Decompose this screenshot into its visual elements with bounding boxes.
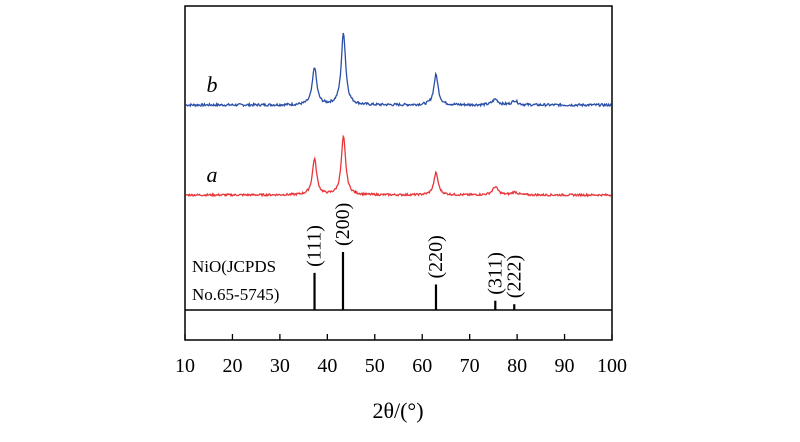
reference-label-line-2: No.65-5745) bbox=[192, 285, 279, 304]
reference-hkl-label-0: (111) bbox=[304, 225, 326, 267]
x-tick-label-5: 60 bbox=[412, 355, 432, 377]
reference-hkl-label-2: (220) bbox=[425, 235, 447, 278]
x-axis-label: 2θ/(°) bbox=[372, 398, 423, 423]
series-b-line bbox=[185, 32, 612, 108]
x-tick-label-8: 90 bbox=[555, 355, 575, 377]
reference-hkl-label-1: (200) bbox=[332, 203, 354, 246]
series-a-label: a bbox=[207, 162, 218, 187]
series-a-line bbox=[185, 134, 612, 198]
x-tick-label-3: 40 bbox=[317, 355, 337, 377]
reference-layer: (111) (200) (220) (311)(222) bbox=[304, 203, 525, 310]
series-b-label: b bbox=[207, 72, 218, 97]
x-axis: 10 20 30 40 50 60 70 80 90 100 bbox=[175, 334, 627, 377]
x-tick-label-4: 50 bbox=[365, 355, 385, 377]
x-tick-label-9: 100 bbox=[597, 355, 627, 377]
reference-hkl-label-3: (311) bbox=[484, 252, 506, 295]
reference-hkl-label-4: (222) bbox=[503, 255, 525, 298]
x-tick-label-6: 70 bbox=[460, 355, 480, 377]
x-tick-label-2: 30 bbox=[270, 355, 290, 377]
series-layer: ba bbox=[185, 32, 612, 198]
reference-label-line-1: NiO(JCPDS bbox=[192, 257, 276, 276]
plot-frame bbox=[184, 5, 613, 341]
x-tick-label-7: 80 bbox=[507, 355, 527, 377]
x-tick-label-1: 20 bbox=[222, 355, 242, 377]
x-tick-label-0: 10 bbox=[175, 355, 195, 377]
